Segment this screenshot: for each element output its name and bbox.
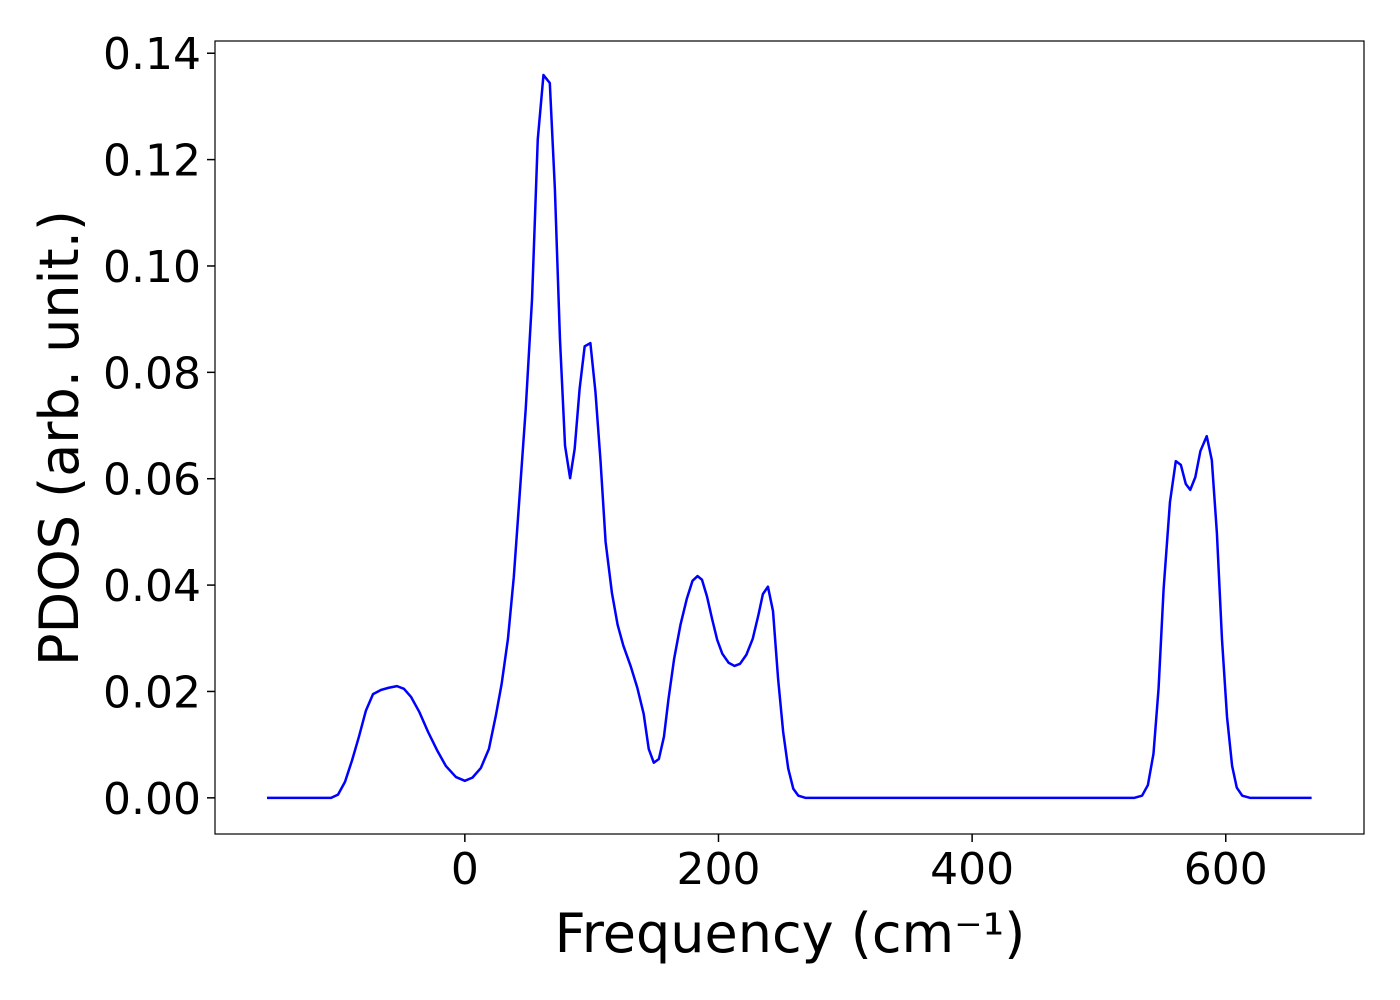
- y-tick-label: 0.06: [103, 455, 201, 506]
- y-tick-label: 0.10: [103, 242, 201, 293]
- y-tick-label: 0.04: [103, 561, 201, 612]
- y-tick-label: 0.02: [103, 667, 201, 718]
- x-tick-label: 600: [1184, 844, 1268, 895]
- x-axis-label: Frequency (cm⁻¹): [555, 902, 1026, 965]
- y-axis-label: PDOS (arb. unit.): [28, 210, 91, 666]
- y-tick-label: 0.12: [103, 136, 201, 187]
- y-tick-label: 0.14: [103, 29, 201, 80]
- y-tick-label: 0.08: [103, 348, 201, 399]
- x-tick-label: 200: [676, 844, 760, 895]
- x-tick-label: 0: [451, 844, 479, 895]
- y-tick-label: 0.00: [103, 774, 201, 825]
- x-tick-label: 400: [930, 844, 1014, 895]
- plot-frame: [214, 40, 1365, 835]
- line: [267, 73, 1312, 800]
